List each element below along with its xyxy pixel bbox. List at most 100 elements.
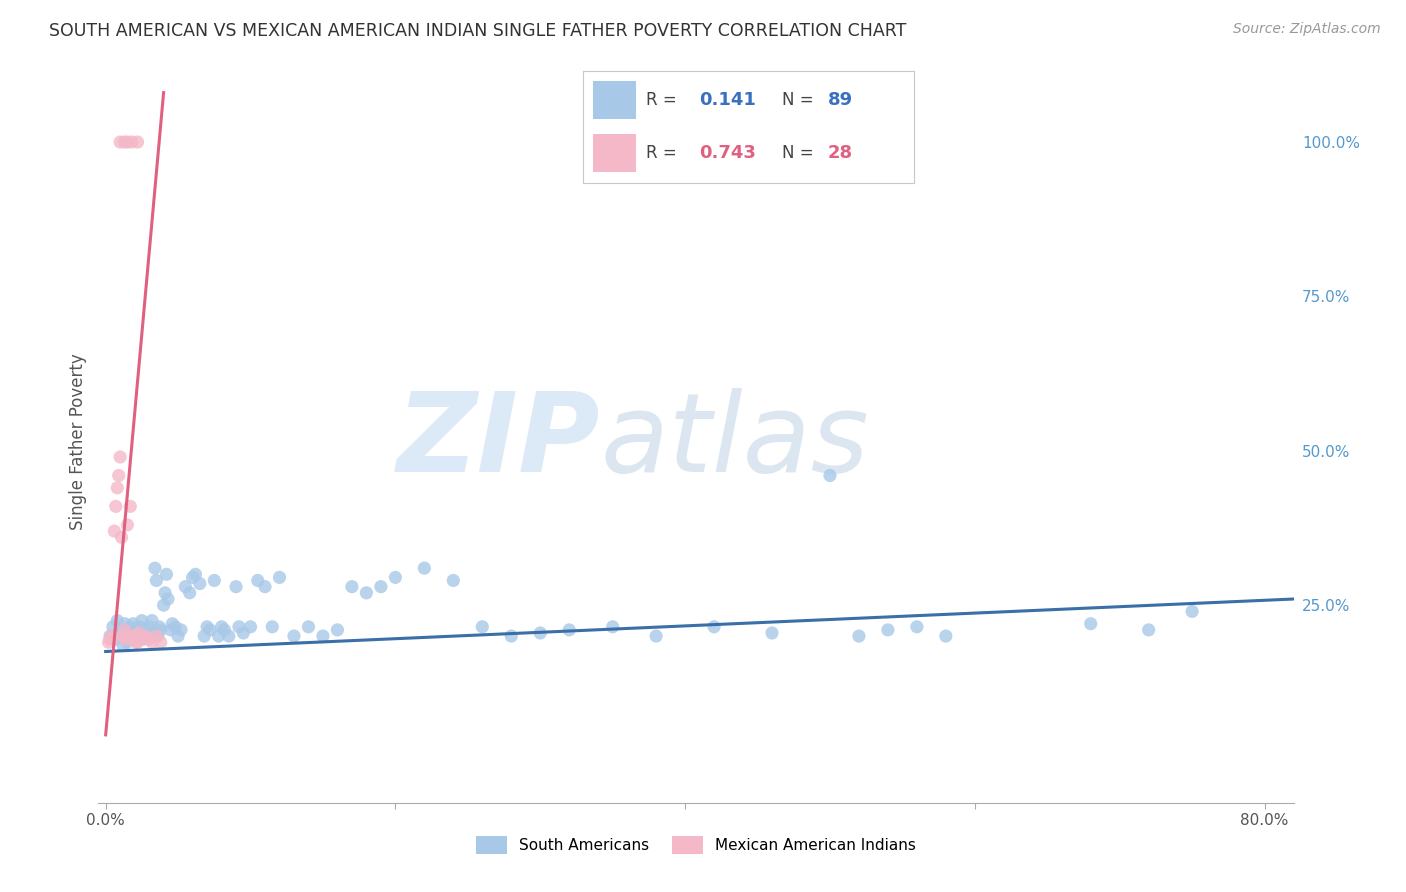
Point: [384, 570, 406, 584]
Point: [340, 580, 363, 594]
Point: [128, 626, 150, 640]
Point: [195, 620, 218, 634]
Point: [529, 626, 551, 640]
Point: [413, 561, 436, 575]
Point: [112, 629, 135, 643]
Point: [110, 530, 132, 544]
Point: [155, 567, 177, 582]
Point: [141, 635, 163, 649]
Point: [312, 629, 335, 643]
Point: [703, 620, 725, 634]
Point: [132, 632, 155, 647]
Point: [108, 623, 131, 637]
Point: [104, 500, 127, 514]
Point: [115, 632, 138, 647]
Point: [193, 629, 215, 643]
Point: [129, 626, 152, 640]
Point: [184, 567, 207, 582]
Point: [174, 580, 197, 594]
Point: [142, 626, 165, 640]
Point: [211, 620, 233, 634]
Point: [228, 620, 250, 634]
Point: [120, 620, 142, 634]
Point: [105, 481, 128, 495]
Point: [107, 468, 129, 483]
Text: 28: 28: [828, 144, 853, 161]
Point: [326, 623, 349, 637]
Point: [558, 623, 581, 637]
Point: [138, 620, 160, 634]
Point: [148, 620, 170, 634]
Point: [188, 576, 211, 591]
Point: [214, 623, 236, 637]
Point: [107, 626, 129, 640]
Point: [127, 135, 149, 149]
Point: [165, 620, 187, 634]
Text: atlas: atlas: [600, 388, 869, 495]
Text: ZIP: ZIP: [396, 388, 600, 495]
Point: [128, 620, 150, 634]
Point: [138, 632, 160, 647]
Point: [160, 623, 183, 637]
Point: [179, 586, 201, 600]
Text: Source: ZipAtlas.com: Source: ZipAtlas.com: [1233, 22, 1381, 37]
Point: [139, 629, 162, 643]
Point: [1181, 604, 1204, 618]
Point: [152, 598, 174, 612]
Point: [181, 570, 204, 584]
Text: N =: N =: [782, 144, 818, 161]
Point: [246, 574, 269, 588]
Point: [225, 580, 247, 594]
Point: [122, 616, 145, 631]
Text: 89: 89: [828, 91, 853, 110]
Point: [101, 632, 124, 647]
Point: [121, 135, 143, 149]
Point: [121, 626, 143, 640]
Point: [202, 574, 225, 588]
Point: [101, 620, 124, 634]
Point: [253, 580, 276, 594]
Point: [143, 561, 166, 575]
Point: [370, 580, 392, 594]
Point: [117, 517, 139, 532]
Point: [114, 616, 136, 631]
Point: [602, 620, 624, 634]
Point: [153, 586, 176, 600]
Point: [135, 629, 157, 643]
Point: [149, 635, 172, 649]
Point: [1137, 623, 1160, 637]
Point: [98, 629, 121, 643]
Point: [145, 574, 167, 588]
Point: [124, 632, 146, 647]
Point: [208, 629, 231, 643]
Bar: [593, 81, 637, 120]
Point: [105, 614, 128, 628]
Point: [905, 620, 928, 634]
Point: [108, 450, 131, 464]
Point: [356, 586, 378, 600]
Point: [232, 626, 254, 640]
Point: [149, 623, 172, 637]
Point: [262, 620, 284, 634]
Point: [297, 620, 319, 634]
Point: [114, 135, 136, 149]
Point: [170, 623, 193, 637]
Point: [441, 574, 464, 588]
Bar: [593, 134, 637, 171]
Point: [162, 616, 184, 631]
Point: [818, 468, 841, 483]
Point: [121, 629, 143, 643]
Point: [141, 614, 163, 628]
Point: [283, 629, 305, 643]
Point: [269, 570, 291, 584]
Point: [131, 614, 153, 628]
Legend: South Americans, Mexican American Indians: South Americans, Mexican American Indian…: [470, 830, 922, 860]
Text: 0.743: 0.743: [699, 144, 756, 161]
Point: [645, 629, 668, 643]
Point: [124, 629, 146, 643]
Text: 0.141: 0.141: [699, 91, 756, 110]
Point: [1080, 616, 1102, 631]
Point: [848, 629, 870, 643]
Point: [167, 629, 190, 643]
Point: [125, 623, 148, 637]
